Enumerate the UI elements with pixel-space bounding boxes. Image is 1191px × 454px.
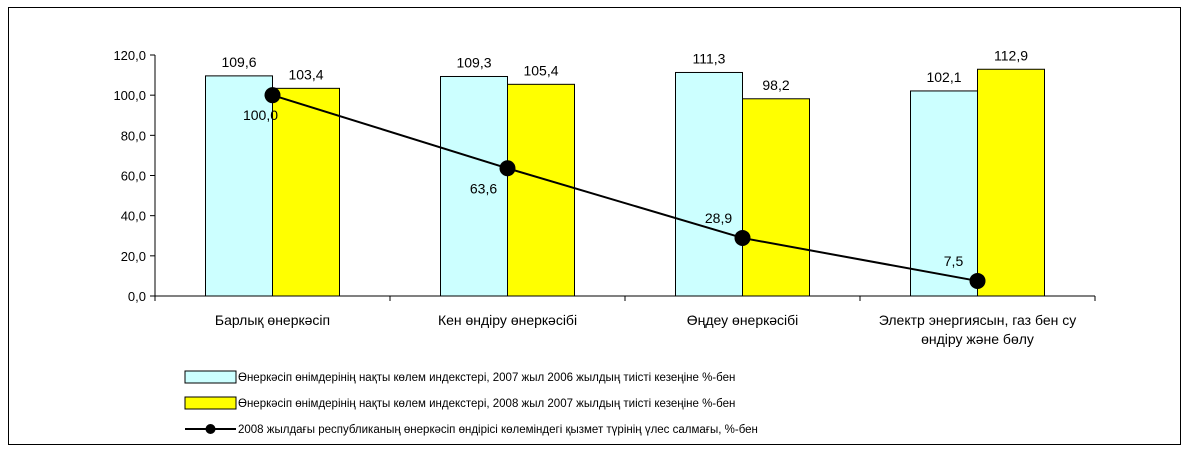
bar-data-label: 103,4 xyxy=(288,66,323,82)
line-data-label: 28,9 xyxy=(705,210,732,226)
bar-series-2 xyxy=(507,83,575,297)
legend-swatch-bar xyxy=(184,370,237,384)
line-data-label: 7,5 xyxy=(944,253,964,269)
bar-data-label: 111,3 xyxy=(693,50,726,66)
bar-series-2 xyxy=(742,98,810,297)
y-tick-label: 20,0 xyxy=(121,249,146,264)
legend-swatch-marker xyxy=(205,424,216,434)
bar-series-1 xyxy=(440,75,508,297)
bar-data-label: 109,6 xyxy=(221,54,256,70)
x-category-label: Кен өндіру өнеркәсібі xyxy=(438,312,577,328)
legend-entry-label: Өнеркәсіп өнімдерінің нақты көлем индекс… xyxy=(238,372,735,384)
bar-series-2 xyxy=(977,68,1045,297)
bar-data-label: 105,4 xyxy=(523,62,558,78)
y-tick-label: 100,0 xyxy=(113,88,146,103)
x-category-label: Барлық өнеркәсіп xyxy=(215,312,330,328)
bar-series-2 xyxy=(272,87,340,297)
bar-data-label: 109,3 xyxy=(456,54,491,70)
y-tick-label: 120,0 xyxy=(113,48,146,63)
line-data-label: 63,6 xyxy=(470,180,497,196)
bar-series-1 xyxy=(675,71,743,297)
line-data-label: 100,0 xyxy=(243,107,278,123)
x-category-label: өндіру және бөлу xyxy=(921,331,1034,347)
y-tick-label: 60,0 xyxy=(121,169,146,184)
y-tick-label: 80,0 xyxy=(121,128,146,143)
bar-data-label: 102,1 xyxy=(926,69,961,85)
line-point xyxy=(264,87,281,104)
x-category-label: Өңдеу өнеркәсібі xyxy=(687,312,799,328)
bar-data-label: 98,2 xyxy=(762,77,789,93)
legend-entry-label: 2008 жылдағы республиканың өнеркәсіп өнд… xyxy=(238,424,758,436)
y-tick-label: 40,0 xyxy=(121,209,146,224)
legend-entry-label: Өнеркәсіп өнімдерінің нақты көлем индекс… xyxy=(238,398,735,410)
line-point xyxy=(499,160,516,177)
line-point xyxy=(734,229,751,246)
line-point xyxy=(969,272,986,289)
y-tick-label: 0,0 xyxy=(128,289,146,304)
legend-swatch-bar xyxy=(184,396,237,410)
bar-data-label: 112,9 xyxy=(994,47,1028,63)
line-series xyxy=(272,94,978,282)
x-category-label: Электр энергиясын, газ бен су xyxy=(879,312,1076,328)
